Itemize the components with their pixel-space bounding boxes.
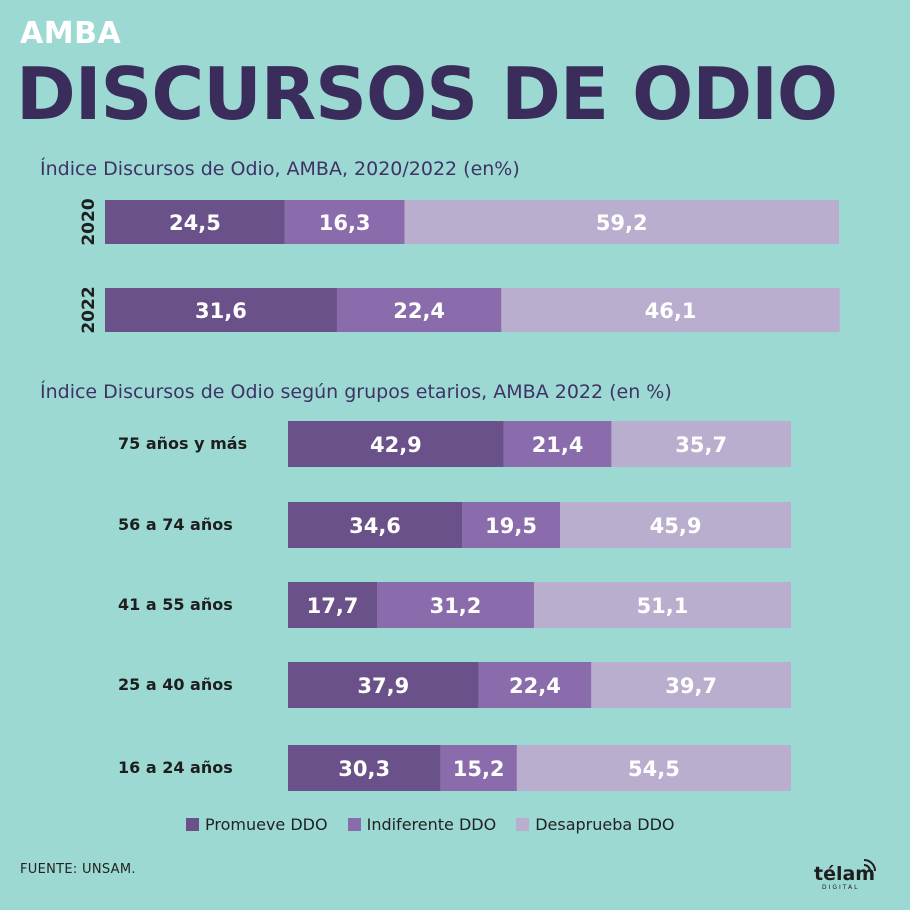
data-label-desaprueba: 59,2	[596, 211, 648, 235]
data-label-indiferente: 16,3	[319, 211, 371, 235]
legend-swatch-promueve	[186, 818, 199, 831]
chart-legend: Promueve DDO Indiferente DDO Desaprueba …	[186, 815, 675, 834]
data-label-promueve: 17,7	[307, 594, 359, 618]
bar-segment-desaprueba	[516, 745, 791, 791]
data-label-indiferente: 22,4	[393, 299, 445, 323]
data-label-promueve: 24,5	[169, 211, 221, 235]
data-label-promueve: 34,6	[349, 514, 401, 538]
chart-title-age-groups: Índice Discursos de Odio según grupos et…	[40, 381, 672, 403]
logo-wordmark: télam	[814, 863, 875, 885]
data-label-indiferente: 19,5	[485, 514, 537, 538]
bar-segment-indiferente	[336, 288, 502, 332]
legend-swatch-indiferente	[347, 818, 361, 831]
bar-segment-desaprueba	[591, 662, 791, 708]
bar-segment-promueve	[105, 200, 285, 244]
data-label-desaprueba: 54,5	[628, 757, 680, 781]
category-label-year: 2022	[79, 286, 99, 333]
legend-swatch-desaprueba	[516, 818, 530, 831]
data-label-desaprueba: 45,9	[650, 514, 702, 538]
category-label-age-group: 75 años y más	[118, 434, 247, 453]
signal-outer-icon	[863, 859, 876, 872]
legend-item-desaprueba: Desaprueba DDO	[516, 815, 675, 834]
bar-segment-promueve	[288, 421, 504, 467]
data-label-promueve: 31,6	[195, 299, 247, 323]
bar-segment-promueve	[288, 745, 441, 791]
bar-segment-desaprueba	[501, 288, 840, 332]
data-label-desaprueba: 35,7	[675, 433, 727, 457]
data-label-promueve: 37,9	[357, 674, 409, 698]
category-label-year: 2020	[79, 198, 99, 245]
page-title: DISCURSOS DE ODIO	[16, 52, 838, 136]
data-label-indiferente: 22,4	[509, 674, 561, 698]
legend-label-promueve: Promueve DDO	[205, 815, 328, 834]
data-label-indiferente: 31,2	[430, 594, 482, 618]
bar-segment-promueve	[288, 502, 463, 548]
data-label-desaprueba: 51,1	[637, 594, 689, 618]
bar-segment-desaprueba	[404, 200, 839, 244]
bar-segment-promueve	[288, 662, 479, 708]
bar-segment-indiferente	[478, 662, 592, 708]
category-label-age-group: 56 a 74 años	[118, 515, 233, 534]
bar-segment-indiferente	[462, 502, 561, 548]
data-label-indiferente: 21,4	[532, 433, 584, 457]
data-label-desaprueba: 39,7	[665, 674, 717, 698]
bar-segment-indiferente	[377, 582, 534, 628]
logo-subtext: DIGITAL	[822, 884, 859, 891]
data-label-promueve: 42,9	[370, 433, 422, 457]
legend-label-indiferente: Indiferente DDO	[366, 815, 497, 834]
bar-segment-indiferente	[440, 745, 517, 791]
bar-segment-indiferente	[284, 200, 405, 244]
data-label-promueve: 30,3	[338, 757, 390, 781]
data-label-desaprueba: 46,1	[645, 299, 697, 323]
legend-item-promueve: Promueve DDO	[186, 815, 328, 834]
bar-segment-desaprueba	[560, 502, 791, 548]
bar-segment-desaprueba	[533, 582, 791, 628]
category-label-age-group: 16 a 24 años	[118, 758, 233, 777]
bar-segment-promueve	[288, 582, 378, 628]
legend-item-indiferente: Indiferente DDO	[347, 815, 497, 834]
bar-segment-desaprueba	[611, 421, 791, 467]
legend-label-desaprueba: Desaprueba DDO	[535, 815, 675, 834]
signal-icon	[863, 864, 871, 872]
bar-segment-indiferente	[503, 421, 612, 467]
kicker-region: AMBA	[20, 16, 122, 51]
bar-segment-promueve	[105, 288, 337, 332]
data-label-indiferente: 15,2	[453, 757, 505, 781]
chart-title-yearly: Índice Discursos de Odio, AMBA, 2020/202…	[40, 158, 520, 180]
category-label-age-group: 41 a 55 años	[118, 595, 233, 614]
source-note: FUENTE: UNSAM.	[20, 862, 136, 877]
category-label-age-group: 25 a 40 años	[118, 675, 233, 694]
telam-logo: télam DIGITAL	[814, 859, 876, 891]
